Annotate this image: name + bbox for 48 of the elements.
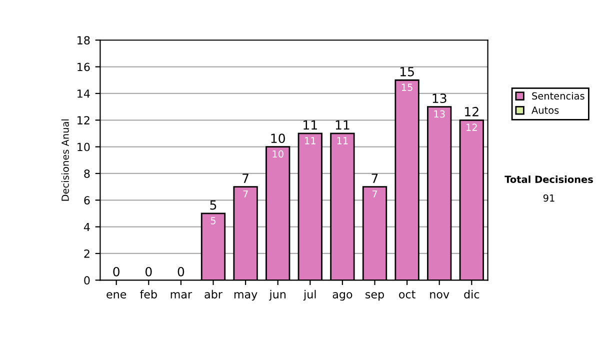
x-tick-label: nov [430, 292, 450, 298]
legend-label: Autos [532, 106, 559, 114]
x-tick-label: jun [269, 290, 286, 301]
y-tick-label: 18 [78, 36, 90, 44]
data-label: 5 [210, 217, 216, 224]
x-tick-label: jul [303, 290, 316, 301]
y-tick-label: 8 [84, 169, 90, 178]
y-tick-label: 12 [78, 116, 90, 124]
y-tick-label: 14 [78, 90, 90, 98]
total-label: 0 [178, 266, 184, 276]
y-tick-label: 0 [84, 276, 90, 285]
x-tick-label: oct [399, 290, 416, 298]
x-tick-label: abr [204, 290, 222, 298]
text: Total Decisiones [504, 175, 593, 184]
y-axis-title: Decisiones Anual [61, 119, 69, 201]
data-label: 13 [434, 110, 445, 118]
x-tick-label: ene [106, 292, 126, 298]
total-label: 11 [304, 120, 317, 130]
total-label: 7 [242, 174, 248, 183]
legend-label: Sentencias [532, 92, 584, 100]
data-label: 7 [243, 190, 248, 198]
x-tick-label: ago [332, 292, 352, 301]
x-tick-label: feb [140, 290, 157, 298]
total-label: 11 [336, 120, 350, 130]
total-label: 0 [146, 266, 152, 276]
total-label: 0 [113, 266, 120, 276]
total-label: 10 [271, 134, 285, 144]
x-tick-label: may [234, 292, 258, 301]
total-label: 12 [465, 106, 478, 116]
data-label: 15 [402, 84, 412, 91]
total-label: 13 [432, 94, 446, 104]
y-tick-label: 16 [78, 62, 90, 72]
total-label: 15 [400, 67, 414, 76]
data-label: 11 [305, 137, 316, 144]
data-label: 11 [337, 137, 348, 144]
x-tick-label: sep [366, 292, 384, 301]
data-label: 10 [272, 150, 284, 158]
total-label: 7 [372, 174, 378, 183]
y-tick-label: 10 [78, 142, 90, 152]
text: 91 [543, 194, 554, 202]
y-tick-label: 6 [84, 196, 90, 205]
data-label: 7 [372, 190, 378, 198]
x-tick-label: dic [464, 290, 480, 298]
total-label: 5 [210, 200, 216, 210]
y-tick-label: 2 [84, 249, 90, 258]
x-tick-label: mar [170, 292, 192, 298]
y-tick-label: 4 [84, 222, 90, 232]
data-label: 12 [466, 124, 477, 131]
